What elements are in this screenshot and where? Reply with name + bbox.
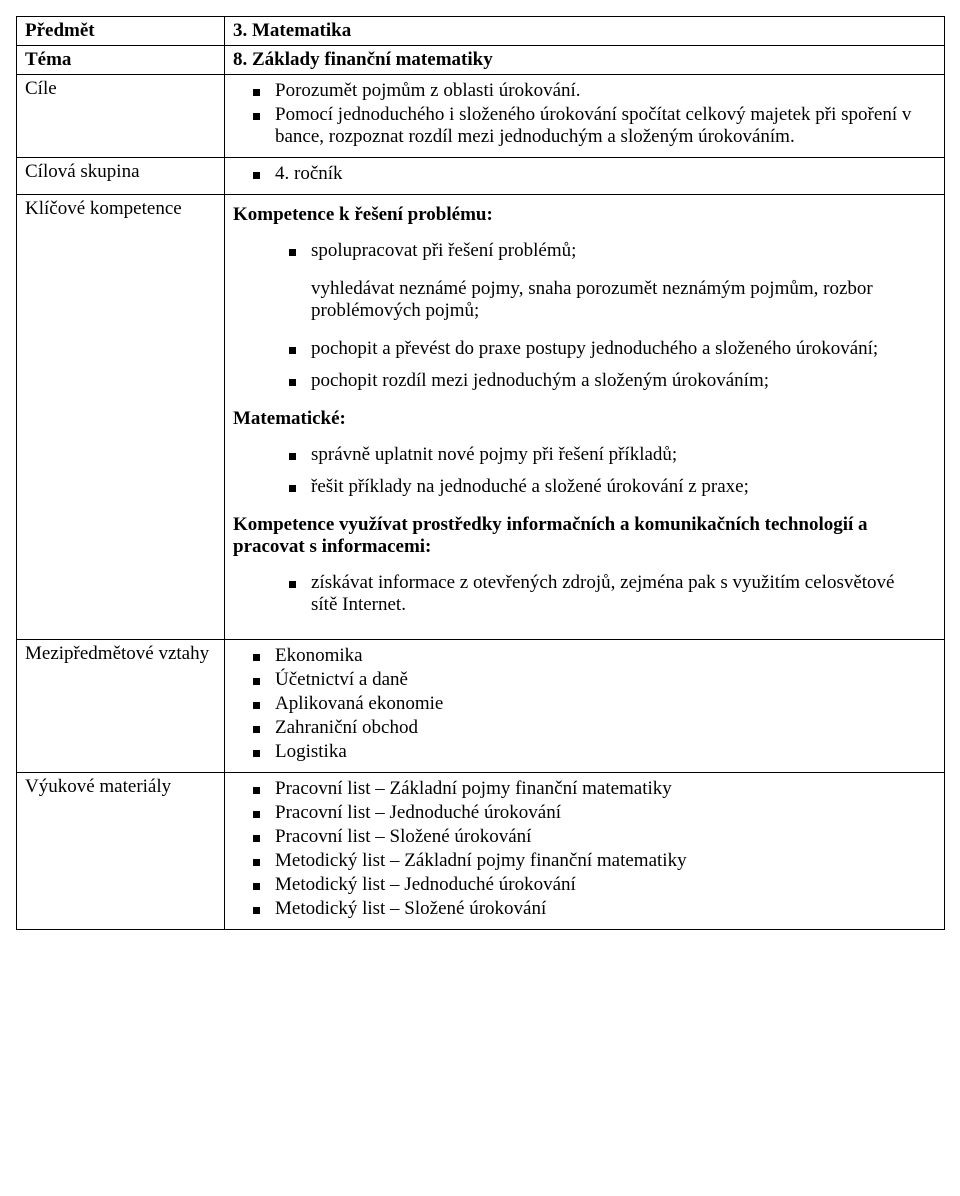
- list-item: spolupracovat při řešení problémů;: [311, 240, 936, 262]
- label-klicove-kompetence: Klíčové kompetence: [17, 195, 225, 640]
- list-item: Metodický list – Základní pojmy finanční…: [275, 850, 936, 872]
- list-item: Pomocí jednoduchého i složeného úrokován…: [275, 104, 936, 148]
- label-tema: Téma: [17, 46, 225, 75]
- list-item: Pracovní list – Základní pojmy finanční …: [275, 778, 936, 800]
- value-cilova-skupina: 4. ročník: [225, 158, 945, 195]
- paragraph: vyhledávat neznámé pojmy, snaha porozumě…: [311, 278, 936, 322]
- list-item: Porozumět pojmům z oblasti úrokování.: [275, 80, 936, 102]
- value-klicove-kompetence: Kompetence k řešení problému: spolupraco…: [225, 195, 945, 640]
- list-item: Logistika: [275, 741, 936, 763]
- list-item: pochopit a převést do praxe postupy jedn…: [311, 338, 936, 360]
- list-item: Ekonomika: [275, 645, 936, 667]
- document-table: Předmět 3. Matematika Téma 8. Základy fi…: [16, 16, 945, 930]
- list-item: Účetnictví a daně: [275, 669, 936, 691]
- section-heading: Matematické:: [233, 408, 936, 430]
- list-item: Metodický list – Složené úrokování: [275, 898, 936, 920]
- list-item: řešit příklady na jednoduché a složené ú…: [311, 476, 936, 498]
- list-item: Pracovní list – Jednoduché úrokování: [275, 802, 936, 824]
- list-item: správně uplatnit nové pojmy při řešení p…: [311, 444, 936, 466]
- list-item: Aplikovaná ekonomie: [275, 693, 936, 715]
- list-item: Metodický list – Jednoduché úrokování: [275, 874, 936, 896]
- value-mezipredmetove: Ekonomika Účetnictví a daně Aplikovaná e…: [225, 640, 945, 773]
- list-item: Zahraniční obchod: [275, 717, 936, 739]
- value-vyukove: Pracovní list – Základní pojmy finanční …: [225, 773, 945, 930]
- section-heading: Kompetence k řešení problému:: [233, 204, 936, 226]
- label-cilova-skupina: Cílová skupina: [17, 158, 225, 195]
- label-cile: Cíle: [17, 75, 225, 158]
- value-predmet: 3. Matematika: [225, 17, 945, 46]
- value-tema: 8. Základy finanční matematiky: [225, 46, 945, 75]
- list-item: získávat informace z otevřených zdrojů, …: [311, 572, 936, 616]
- list-item: 4. ročník: [275, 163, 936, 185]
- list-item: pochopit rozdíl mezi jednoduchým a slože…: [311, 370, 936, 392]
- list-item: Pracovní list – Složené úrokování: [275, 826, 936, 848]
- section-heading: Kompetence využívat prostředky informačn…: [233, 514, 936, 558]
- label-mezipredmetove: Mezipředmětové vztahy: [17, 640, 225, 773]
- label-predmet: Předmět: [17, 17, 225, 46]
- label-vyukove: Výukové materiály: [17, 773, 225, 930]
- value-cile: Porozumět pojmům z oblasti úrokování. Po…: [225, 75, 945, 158]
